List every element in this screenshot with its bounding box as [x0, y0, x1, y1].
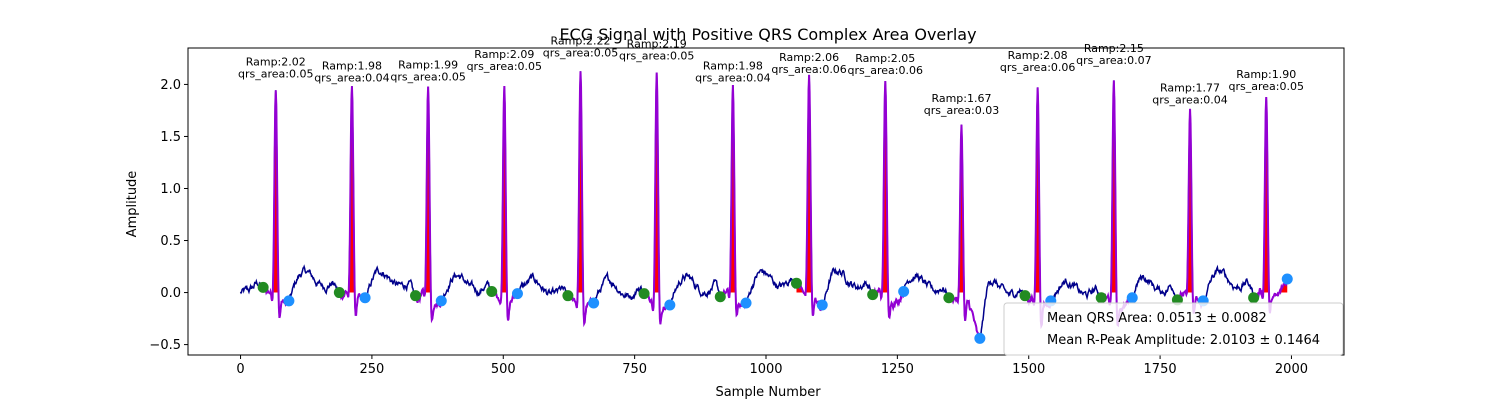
qrs-area-label: qrs_area:0.05 — [238, 67, 313, 80]
y-axis-label: Amplitude — [125, 171, 140, 238]
y-tick-label: −0.5 — [149, 338, 181, 353]
y-tick-label: 0.5 — [160, 234, 181, 249]
legend-entry-r-amplitude: Mean R-Peak Amplitude: 2.0103 ± 0.1464 — [1047, 333, 1320, 348]
x-tick-label: 750 — [622, 362, 647, 377]
x-tick-label: 1750 — [1144, 362, 1177, 377]
qrs-offset-marker — [664, 300, 675, 311]
qrs-offset-marker — [974, 333, 985, 344]
qrs-offset-marker — [898, 286, 909, 297]
qrs-segment-line — [1101, 80, 1132, 325]
x-tick-label: 250 — [359, 362, 384, 377]
qrs-area-label: qrs_area:0.07 — [1076, 54, 1151, 67]
plot-area: Ramp:2.02qrs_area:0.05Ramp:1.98qrs_area:… — [238, 35, 1304, 344]
qrs-onset-marker — [334, 287, 345, 298]
qrs-onset-marker — [867, 289, 878, 300]
qrs-area-label: qrs_area:0.05 — [467, 60, 542, 73]
qrs-offset-marker — [360, 292, 371, 303]
legend-entry-qrs-area: Mean QRS Area: 0.0513 ± 0.0082 — [1047, 311, 1267, 326]
qrs-onset-marker — [410, 290, 421, 301]
qrs-onset-marker — [258, 282, 269, 293]
legend: Mean QRS Area: 0.0513 ± 0.0082 Mean R-Pe… — [1004, 303, 1343, 355]
qrs-offset-marker — [436, 295, 447, 306]
qrs-area-label: qrs_area:0.05 — [619, 50, 694, 63]
qrs-area-label: qrs_area:0.05 — [1228, 80, 1303, 93]
x-tick-label: 1250 — [881, 362, 914, 377]
x-tick-label: 1000 — [749, 362, 782, 377]
x-tick-label: 500 — [491, 362, 516, 377]
qrs-onset-marker — [639, 288, 650, 299]
y-tick-label: 2.0 — [160, 78, 181, 93]
x-tick-label: 2000 — [1275, 362, 1308, 377]
qrs-offset-marker — [283, 295, 294, 306]
qrs-offset-marker — [512, 288, 523, 299]
qrs-area-label: qrs_area:0.06 — [848, 64, 923, 77]
qrs-onset-marker — [486, 286, 497, 297]
x-tick-label: 1500 — [1012, 362, 1045, 377]
qrs-onset-marker — [1248, 292, 1259, 303]
qrs-offset-marker — [817, 300, 828, 311]
qrs-segment-line — [949, 125, 980, 339]
y-axis: −0.5 0.0 0.5 1.0 1.5 2.0 — [149, 78, 188, 353]
qrs-offset-marker — [588, 297, 599, 308]
chart-title: ECG Signal with Positive QRS Complex Are… — [559, 25, 976, 44]
qrs-offset-marker — [1127, 292, 1138, 303]
x-tick-label: 0 — [236, 362, 244, 377]
y-tick-label: 1.5 — [160, 130, 181, 145]
qrs-onset-marker — [1096, 292, 1107, 303]
qrs-onset-marker — [1020, 290, 1031, 301]
qrs-onset-marker — [943, 292, 954, 303]
qrs-segment-line — [873, 81, 904, 317]
qrs-area-label: qrs_area:0.06 — [1000, 61, 1075, 74]
qrs-offset-marker — [1282, 274, 1293, 285]
qrs-onset-marker — [715, 291, 726, 302]
qrs-area-label: qrs_area:0.04 — [695, 72, 770, 85]
qrs-offset-marker — [741, 297, 752, 308]
qrs-area-label: qrs_area:0.06 — [771, 63, 846, 76]
x-axis: 0 250 500 750 1000 1250 1500 1750 2000 — [236, 355, 1308, 377]
qrs-area-label: qrs_area:0.03 — [924, 104, 999, 117]
x-axis-label: Sample Number — [715, 385, 821, 400]
qrs-area-label: qrs_area:0.04 — [1152, 93, 1227, 106]
qrs-positive-area — [1254, 97, 1288, 293]
y-tick-label: 1.0 — [160, 182, 181, 197]
y-tick-label: 0.0 — [160, 286, 181, 301]
qrs-onset-marker — [562, 290, 573, 301]
qrs-area-label: qrs_area:0.04 — [314, 72, 389, 85]
qrs-onset-marker — [791, 278, 802, 289]
qrs-area-label: qrs_area:0.05 — [390, 70, 465, 83]
